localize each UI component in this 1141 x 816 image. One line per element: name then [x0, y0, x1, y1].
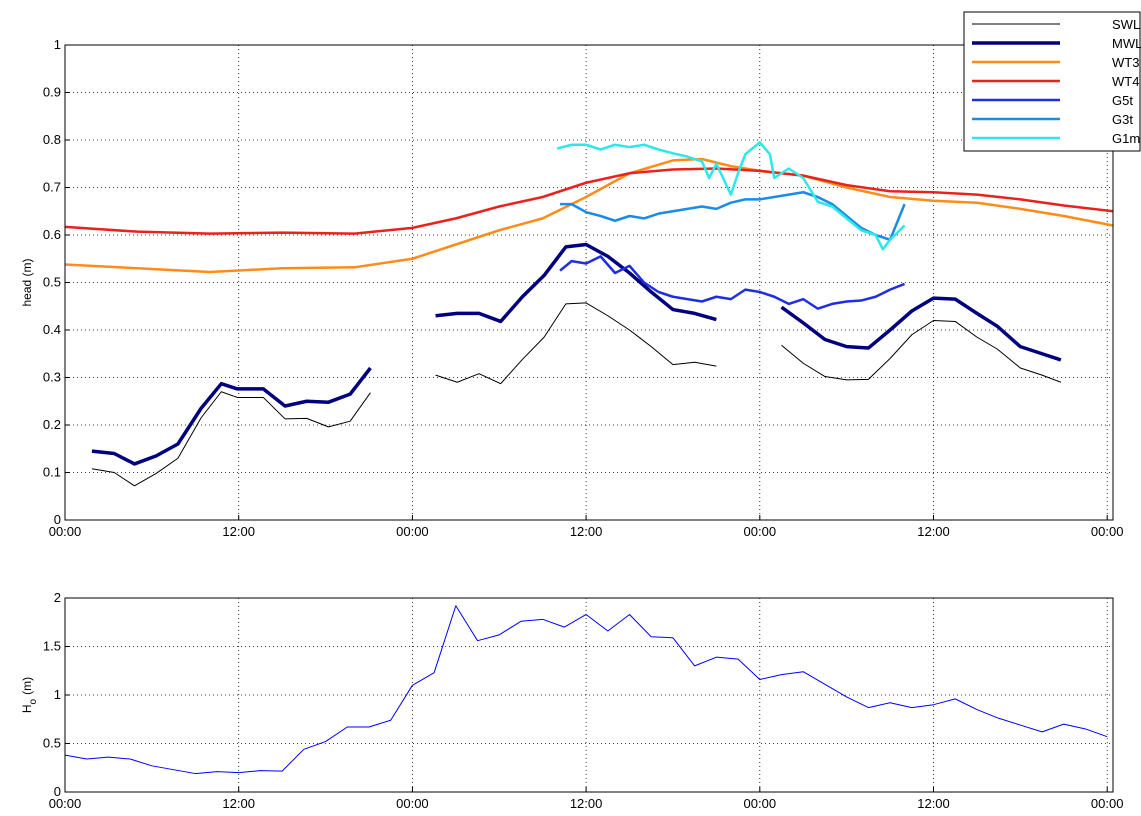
y-tick-label: 0.5 — [43, 736, 61, 751]
x-tick-label: 00:00 — [396, 796, 429, 811]
legend-label: SWL — [1112, 17, 1140, 32]
y-tick-label: 0.9 — [43, 85, 61, 100]
y-tick-label: 0.5 — [43, 275, 61, 290]
x-tick-label: 00:00 — [1091, 796, 1124, 811]
data-line — [91, 302, 1062, 487]
x-tick-label: 12:00 — [570, 524, 603, 539]
x-tick-label: 12:00 — [917, 524, 950, 539]
y-tick-label: 0 — [54, 512, 61, 527]
x-tick-label: 12:00 — [570, 796, 603, 811]
plot-frame — [64, 597, 1114, 793]
y-tick-label: 0.2 — [43, 417, 61, 432]
y-tick-label: 1 — [54, 37, 61, 52]
y-tick-label: 1.5 — [43, 639, 61, 654]
legend-label: G3t — [1112, 112, 1133, 127]
y-tick-label: 1 — [54, 687, 61, 702]
legend-label: G1m — [1112, 131, 1140, 146]
y-axis-label: head (m) — [20, 258, 34, 306]
x-tick-label: 12:00 — [222, 524, 255, 539]
legend-label: MWL — [1112, 36, 1141, 51]
data-line — [556, 141, 906, 251]
y-tick-label: 0 — [54, 784, 61, 799]
x-tick-label: 00:00 — [1091, 524, 1124, 539]
legend-label: WT4 — [1112, 74, 1139, 89]
y-axis-label: Ho (m) — [20, 677, 39, 713]
x-tick-label: 00:00 — [396, 524, 429, 539]
x-tick-label: 00:00 — [744, 796, 777, 811]
y-label-text: head (m) — [20, 258, 34, 306]
y-tick-label: 0.7 — [43, 180, 61, 195]
x-tick-label: 12:00 — [222, 796, 255, 811]
y-label-text: H — [20, 704, 34, 713]
x-tick-label: 00:00 — [744, 524, 777, 539]
legend-label: G5t — [1112, 93, 1133, 108]
x-tick-label: 12:00 — [917, 796, 950, 811]
x-tick-label: 00:00 — [49, 524, 82, 539]
data-line — [91, 242, 1062, 466]
y-tick-label: 0.6 — [43, 227, 61, 242]
y-tick-label: 2 — [54, 590, 61, 605]
data-line — [559, 255, 906, 310]
y-label-unit: (m) — [20, 677, 34, 695]
y-tick-label: 0.3 — [43, 370, 61, 385]
data-line — [64, 157, 1114, 274]
y-tick-label: 0.8 — [43, 132, 61, 147]
data-line — [64, 605, 1108, 775]
data-line — [64, 167, 1114, 235]
y-label-subscript: o — [28, 698, 39, 704]
data-line — [560, 191, 906, 241]
legend-label: WT3 — [1112, 55, 1139, 70]
x-tick-label: 00:00 — [49, 796, 82, 811]
y-tick-label: 0.1 — [43, 465, 61, 480]
plot-frame — [64, 44, 1114, 521]
y-tick-label: 0.4 — [43, 322, 61, 337]
